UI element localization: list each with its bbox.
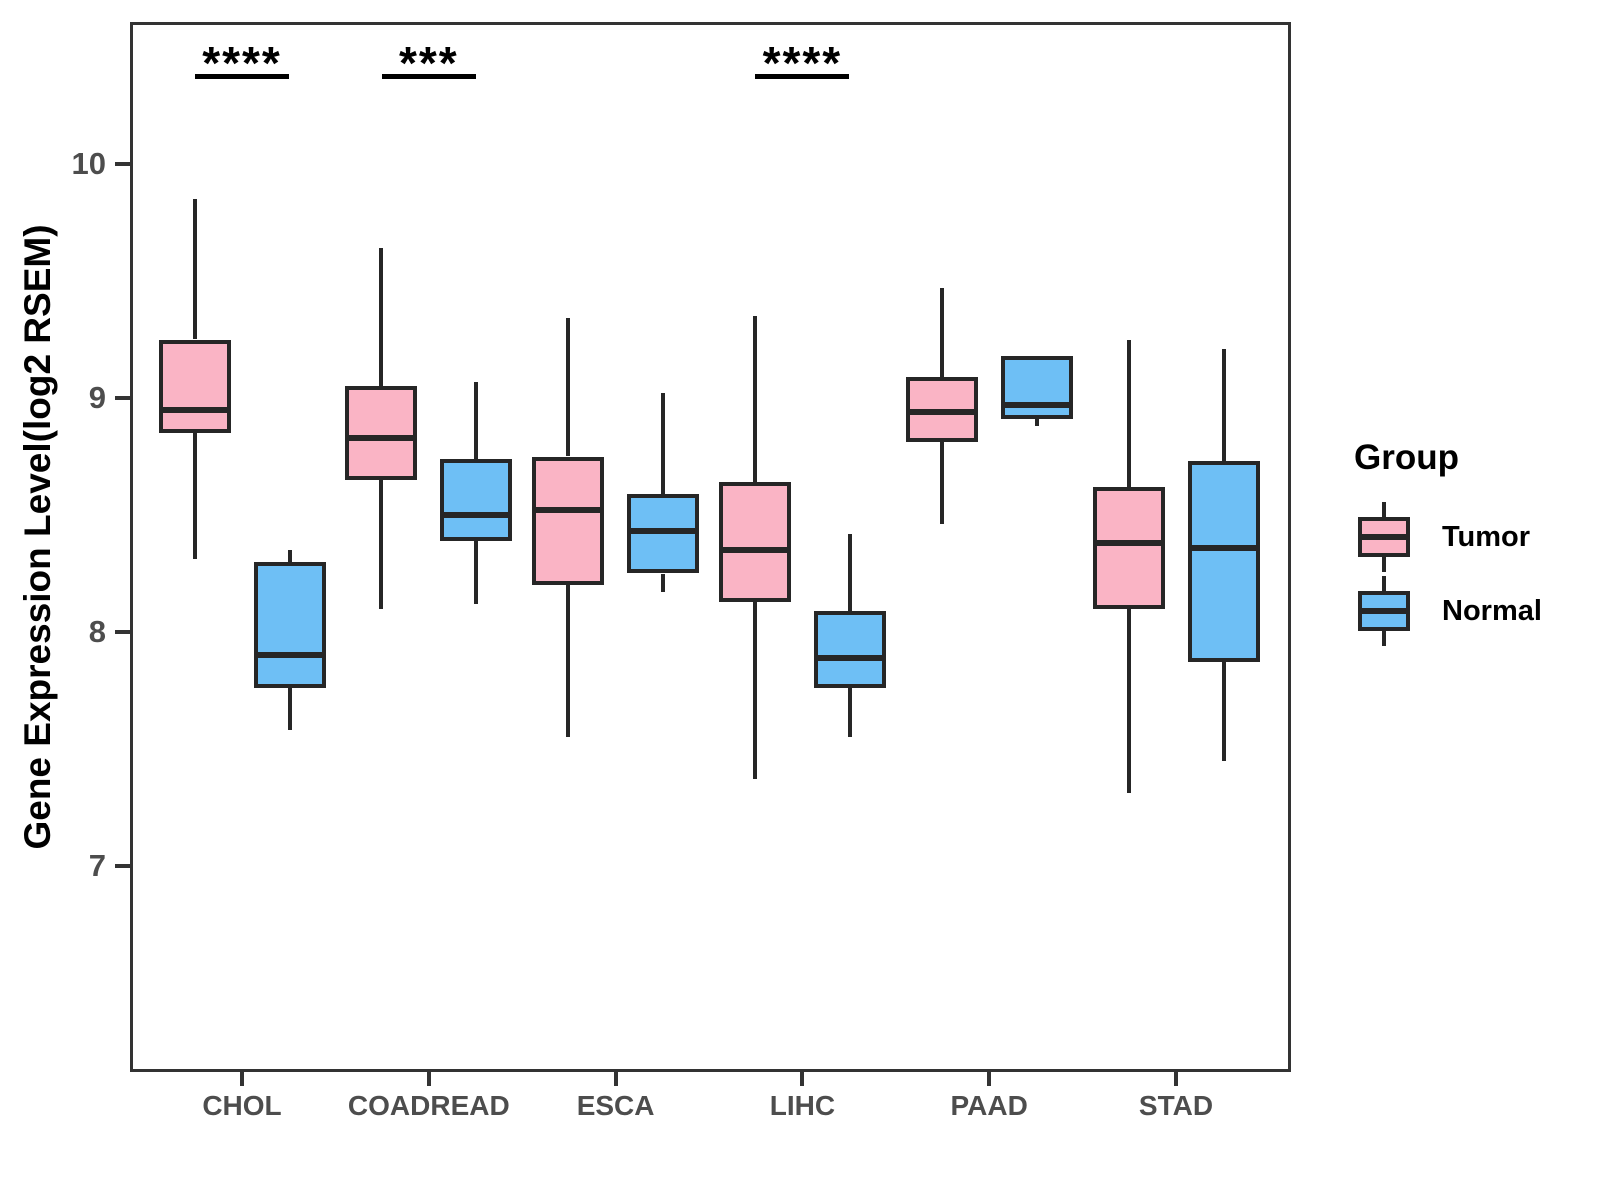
whisker-lower-tumor-coadread [379,479,384,609]
x-tick-label-chol: CHOL [202,1090,282,1121]
legend-entry-tumor: Tumor [1326,500,1600,574]
median-line-normal-paad [1004,402,1069,409]
legend-label-tumor: Tumor [1442,520,1531,553]
significance-bar-chol [195,74,289,79]
x-tick-mark [240,1072,244,1086]
whisker-upper-tumor-esca [566,318,571,457]
x-tick-mark [613,1072,618,1086]
significance-bar-coadread [381,74,476,79]
median-line-tumor-lihc [722,547,787,554]
median-line-normal-coadread [444,512,509,518]
box-tumor-lihc [718,482,791,602]
whisker-lower-tumor-esca [566,585,571,738]
whisker-lower-normal-stad [1221,662,1226,761]
x-tick-label-coadread: COADREAD [347,1090,510,1121]
key-box [1358,591,1410,631]
y-tick-label-9: 9 [88,380,106,415]
whisker-lower-tumor-lihc [752,601,757,780]
key-median [1362,534,1406,540]
median-line-normal-chol [257,652,322,659]
x-tick-label-stad: STAD [1138,1090,1214,1121]
whisker-upper-normal-stad [1221,348,1226,462]
significance-stars-lihc: **** [762,37,843,89]
box-tumor-esca [532,456,605,586]
x-tick-mark [800,1072,805,1086]
key-median [1362,608,1406,614]
x-tick-label-lihc: LIHC [769,1090,836,1121]
whisker-upper-normal-esca [661,393,666,494]
median-line-tumor-stad [1096,540,1161,547]
whisker-upper-tumor-lihc [752,316,757,483]
normal-boxplot-key-icon [1356,576,1412,646]
median-line-tumor-coadread [349,434,414,441]
legend-title: Group [1354,438,1459,477]
y-tick-mark [115,864,130,868]
x-tick-mark [987,1072,992,1086]
box-tumor-chol [158,339,231,434]
box-normal-coadread [440,458,513,541]
whisker-upper-normal-coadread [474,381,479,459]
y-tick-label-8: 8 [88,614,106,649]
x-tick-label-esca: ESCA [576,1090,655,1121]
whisker-upper-normal-chol [287,550,292,562]
x-tick-mark [426,1072,431,1086]
legend-entry-normal: Normal [1326,574,1600,648]
median-line-tumor-paad [909,409,974,416]
y-tick-mark [115,162,130,166]
significance-bar-lihc [755,74,850,79]
key-whisker [1382,502,1386,517]
whisker-lower-tumor-stad [1126,608,1131,794]
y-tick-label-10: 10 [71,146,106,181]
median-line-normal-esca [631,528,696,535]
median-line-tumor-chol [162,406,227,413]
y-tick-label-7: 7 [88,848,106,883]
significance-stars-chol: **** [202,37,282,89]
box-normal-stad [1187,461,1260,663]
legend: Group Tumor Normal [1326,438,1600,648]
box-tumor-stad [1092,486,1165,609]
y-tick-mark [115,630,130,634]
whisker-upper-tumor-paad [939,288,944,377]
whisker-upper-tumor-coadread [379,248,384,387]
box-tumor-coadread [345,386,418,480]
whisker-upper-tumor-chol [192,199,197,340]
y-tick-mark [115,396,130,400]
box-normal-lihc [813,610,886,689]
legend-label-normal: Normal [1442,594,1542,627]
box-normal-chol [253,561,326,689]
whisker-lower-normal-chol [287,688,292,731]
x-tick-label-paad: PAAD [950,1090,1028,1121]
tumor-boxplot-key-icon [1356,502,1412,572]
median-line-normal-stad [1191,544,1256,551]
whisker-upper-normal-lihc [847,533,852,611]
whisker-lower-tumor-paad [939,442,944,525]
x-tick-mark [1174,1072,1178,1086]
whisker-lower-normal-coadread [474,540,479,604]
median-line-tumor-esca [536,507,601,514]
whisker-lower-normal-esca [661,573,666,593]
key-whisker [1382,576,1386,591]
key-whisker [1382,631,1386,646]
whisker-lower-normal-paad [1034,419,1039,427]
significance-stars-coadread: *** [398,37,459,89]
median-line-normal-lihc [817,654,882,661]
key-box [1358,517,1410,557]
whisker-lower-tumor-chol [192,433,197,560]
whisker-upper-tumor-stad [1126,339,1131,487]
whisker-lower-normal-lihc [847,688,852,738]
box-normal-paad [1000,355,1073,420]
key-whisker [1382,557,1386,572]
